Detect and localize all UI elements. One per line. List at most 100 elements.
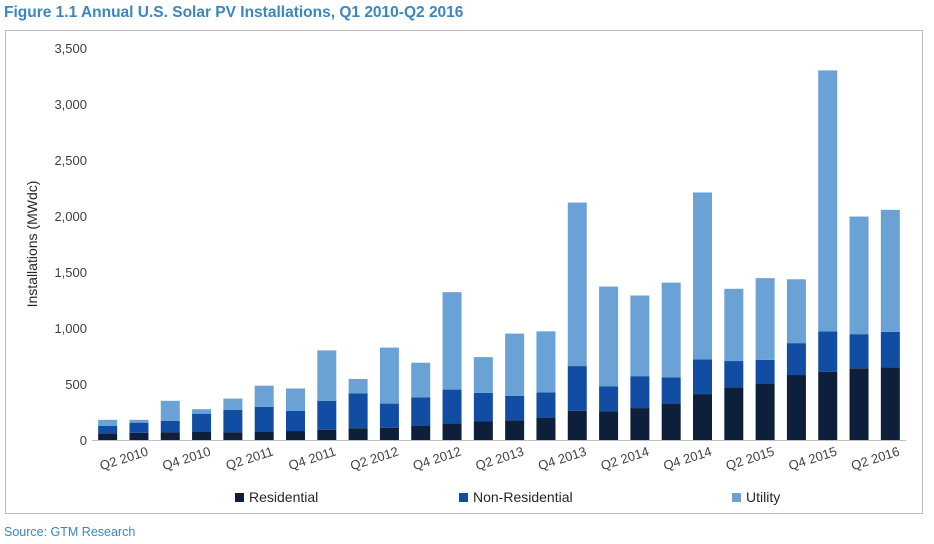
bar-utility-q1-2014: [599, 286, 619, 387]
y-tick-label: 3,000: [54, 97, 87, 112]
bar-residential-q1-2014: [599, 411, 619, 440]
bar-non-residential-q2-2011: [254, 406, 274, 432]
chart-frame: 0 500 1,000 1,500 2,000 2,500 3,000 3,500 Insta…: [5, 30, 923, 514]
stacked-bar-chart: 0 500 1,000 1,500 2,000 2,500 3,000 3,500 Insta…: [24, 41, 906, 505]
bar-residential-q2-2012: [379, 427, 399, 440]
bar-residential-q1-2011: [223, 432, 243, 440]
bar-non-residential-q2-2010: [129, 422, 149, 433]
bar-residential-q2-2013: [505, 420, 525, 440]
bar-utility-q3-2012: [411, 362, 431, 398]
bar-non-residential-q1-2015: [724, 361, 744, 388]
bar-utility-q4-2015: [818, 70, 838, 332]
y-tick-label: 1,500: [54, 265, 87, 280]
bar-non-residential-q3-2015: [786, 343, 806, 376]
bar-residential-q1-2012: [348, 428, 368, 440]
bar-non-residential-q4-2015: [818, 331, 838, 372]
bar-utility-q2-2010: [129, 419, 149, 423]
bar-non-residential-q1-2016: [849, 334, 869, 369]
bar-residential-q2-2010: [129, 432, 149, 440]
bar-non-residential-q1-2010: [98, 426, 118, 434]
x-tick-label: Q2 2011: [224, 444, 275, 473]
bar-non-residential-q1-2012: [348, 393, 368, 429]
source-note: Source: GTM Research: [4, 525, 136, 539]
x-tick-label: Q2 2010: [98, 444, 150, 474]
bar-residential-q4-2012: [442, 423, 462, 440]
bar-utility-q1-2010: [98, 419, 118, 426]
y-axis-title: Installations (MWdc): [24, 181, 40, 308]
x-axis-ticks: Q2 2010 Q4 2010 Q2 2011 Q4 2011 Q2 2012 Q4 20…: [98, 444, 901, 474]
figure-title: Figure 1.1 Annual U.S. Solar PV Installa…: [4, 4, 464, 21]
y-tick-label: 0: [80, 433, 87, 448]
bar-residential-q1-2015: [724, 387, 744, 440]
bar-non-residential-q3-2013: [536, 392, 556, 418]
bar-residential-q4-2010: [192, 431, 212, 440]
legend-swatch-utility: [732, 493, 741, 502]
bar-utility-q1-2013: [473, 357, 493, 393]
bar-utility-q3-2014: [661, 282, 681, 378]
bar-utility-q2-2012: [379, 347, 399, 404]
bar-residential-q1-2013: [473, 421, 493, 440]
x-tick-label: Q4 2012: [411, 444, 463, 474]
y-tick-label: 3,500: [54, 41, 87, 56]
bar-utility-q2-2016: [880, 209, 900, 332]
bars: [98, 70, 900, 440]
bar-residential-q2-2011: [254, 431, 274, 440]
legend-label-utility: Utility: [746, 489, 780, 505]
legend: Residential Non-Residential Utility: [235, 489, 780, 505]
bar-non-residential-q2-2012: [379, 403, 399, 428]
x-tick-label: Q4 2015: [787, 444, 839, 474]
bar-utility-q3-2011: [286, 388, 305, 411]
x-tick-label: Q2 2013: [474, 444, 526, 474]
bar-non-residential-q4-2012: [442, 389, 462, 424]
bar-non-residential-q3-2012: [411, 397, 431, 426]
bar-residential-q3-2015: [786, 375, 806, 440]
bar-residential-q2-2014: [630, 408, 650, 440]
bar-residential-q4-2013: [567, 410, 587, 440]
bar-non-residential-q2-2016: [880, 331, 900, 368]
bar-non-residential-q4-2013: [567, 366, 587, 411]
y-tick-label: 1,000: [54, 321, 87, 336]
y-axis-ticks: 0 500 1,000 1,500 2,000 2,500 3,000 3,500: [54, 41, 87, 448]
bar-non-residential-q3-2014: [661, 377, 681, 404]
x-tick-label: Q2 2014: [599, 444, 651, 474]
bar-non-residential-q2-2013: [505, 395, 525, 421]
bar-utility-q3-2013: [536, 331, 556, 393]
x-tick-label: Q2 2015: [724, 444, 776, 474]
legend-swatch-non-residential: [459, 493, 468, 502]
bar-utility-q3-2015: [786, 279, 806, 344]
bar-utility-q1-2012: [348, 378, 368, 394]
legend-label-non-residential: Non-Residential: [473, 489, 573, 505]
bar-non-residential-q1-2011: [223, 409, 243, 433]
bar-residential-q3-2010: [160, 432, 180, 440]
bar-utility-q2-2015: [755, 278, 775, 360]
bar-utility-q4-2012: [442, 292, 462, 390]
legend-label-residential: Residential: [249, 489, 318, 505]
bar-utility-q2-2014: [630, 295, 650, 377]
bar-utility-q3-2010: [160, 400, 180, 421]
bar-utility-q4-2010: [192, 409, 212, 414]
bar-utility-q2-2011: [254, 385, 274, 407]
bar-utility-q4-2014: [693, 192, 712, 360]
bar-utility-q4-2013: [567, 202, 587, 367]
bar-non-residential-q4-2011: [317, 400, 337, 430]
bar-non-residential-q1-2013: [473, 392, 493, 422]
bar-utility-q1-2016: [849, 216, 869, 335]
bar-residential-q3-2011: [286, 431, 305, 440]
x-tick-label: Q4 2011: [287, 444, 338, 473]
x-tick-label: Q4 2014: [661, 444, 713, 474]
bar-residential-q1-2010: [98, 433, 118, 440]
bar-residential-q4-2011: [317, 429, 337, 440]
bar-residential-q1-2016: [849, 368, 869, 440]
bar-residential-q2-2015: [755, 384, 775, 440]
bar-non-residential-q3-2010: [160, 420, 180, 433]
legend-swatch-residential: [235, 493, 244, 502]
bar-non-residential-q2-2014: [630, 376, 650, 409]
y-tick-label: 2,000: [54, 209, 87, 224]
bar-residential-q3-2013: [536, 417, 556, 440]
bar-non-residential-q4-2010: [192, 413, 212, 432]
bar-residential-q3-2012: [411, 426, 431, 440]
bar-non-residential-q4-2014: [693, 359, 712, 395]
bar-utility-q1-2015: [724, 288, 744, 362]
bar-residential-q4-2014: [693, 394, 712, 440]
x-tick-label: Q2 2012: [348, 444, 400, 474]
